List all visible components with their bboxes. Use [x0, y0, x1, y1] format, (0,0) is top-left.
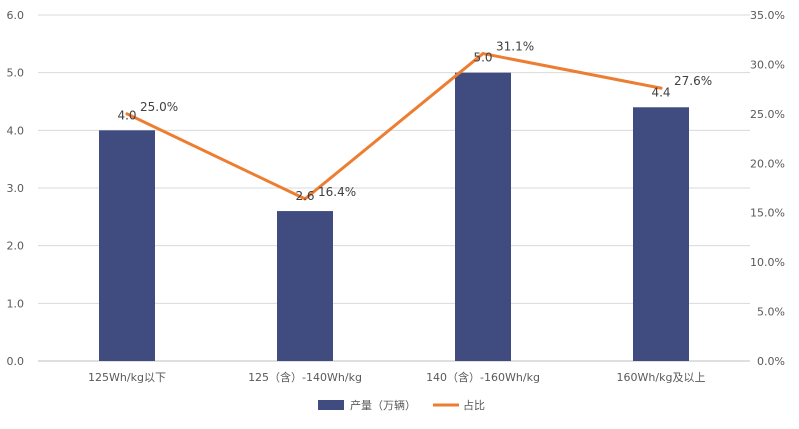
- line-value-label: 25.0%: [140, 100, 178, 114]
- category-label: 140（含）-160Wh/kg: [426, 370, 540, 384]
- legend: 产量（万辆） 占比: [318, 398, 485, 412]
- data-labels: 4.0 2.6 5.0 4.4 25.0% 16.4% 31.1% 27.6%: [117, 40, 712, 204]
- line-value-label: 16.4%: [318, 185, 356, 199]
- line-point: [481, 52, 485, 56]
- left-tick-label: 1.0: [7, 297, 25, 310]
- gridlines: [38, 14, 750, 362]
- bar-value-label: 4.0: [117, 108, 136, 122]
- right-tick-label: 5.0%: [757, 306, 785, 319]
- right-tick-label: 25.0%: [750, 108, 785, 121]
- bar-value-label: 4.4: [651, 85, 670, 99]
- left-tick-label: 3.0: [7, 182, 25, 195]
- bar: [99, 130, 155, 361]
- right-tick-label: 35.0%: [750, 9, 785, 22]
- bar: [277, 211, 333, 361]
- left-tick-label: 2.0: [7, 240, 25, 253]
- left-tick-label: 4.0: [7, 124, 25, 137]
- right-tick-label: 0.0%: [757, 355, 785, 368]
- left-tick-label: 0.0: [7, 355, 25, 368]
- right-tick-label: 10.0%: [750, 256, 785, 269]
- bar-value-label: 2.6: [295, 189, 314, 203]
- bar-value-label: 5.0: [473, 51, 492, 65]
- line-path: [125, 52, 663, 201]
- line-point: [303, 197, 307, 201]
- bar-series: [99, 72, 689, 362]
- x-axis-categories: 125Wh/kg以下 125（含）-140Wh/kg 140（含）-160Wh/kg…: [88, 370, 705, 384]
- line-point: [659, 86, 663, 90]
- left-y-axis: 0.0 1.0 2.0 3.0 4.0 5.0 6.0: [7, 9, 25, 368]
- line-value-label: 31.1%: [496, 40, 534, 54]
- bar: [633, 107, 689, 362]
- line-value-label: 27.6%: [674, 74, 712, 88]
- bar: [455, 72, 511, 362]
- line-point: [125, 112, 129, 116]
- category-label: 160Wh/kg及以上: [617, 371, 706, 384]
- left-tick-label: 5.0: [7, 67, 25, 80]
- right-tick-label: 30.0%: [750, 58, 785, 71]
- legend-line-label: 占比: [463, 398, 485, 412]
- right-y-axis: 0.0% 5.0% 10.0% 15.0% 20.0% 25.0% 30.0% 35.0%: [750, 9, 785, 368]
- left-tick-label: 6.0: [7, 9, 25, 22]
- line-series: [125, 52, 663, 201]
- category-label: 125Wh/kg以下: [88, 371, 166, 384]
- legend-bar-label: 产量（万辆）: [350, 398, 416, 412]
- legend-bar-swatch: [318, 400, 344, 410]
- right-tick-label: 20.0%: [750, 157, 785, 170]
- right-tick-label: 15.0%: [750, 207, 785, 220]
- category-label: 125（含）-140Wh/kg: [248, 370, 362, 384]
